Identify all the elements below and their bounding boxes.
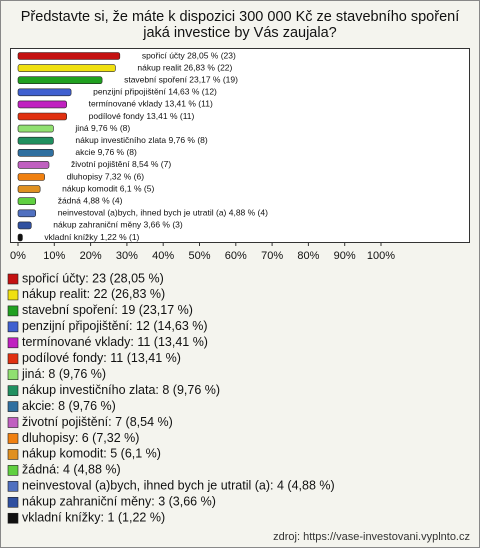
source: zdroj: https://vase-investovani.vyplnto.… xyxy=(273,531,470,543)
legend-label: podílové fondy: 11 (13,41 %) xyxy=(22,351,181,365)
bar xyxy=(17,112,67,121)
legend-swatch xyxy=(7,353,19,365)
bar xyxy=(17,124,54,133)
legend-label: akcie: 8 (9,76 %) xyxy=(22,399,116,413)
bar xyxy=(17,136,54,145)
data-label: dluhopisy 7,32 % (6) xyxy=(67,171,145,181)
legend-label: životní pojištění: 7 (8,54 %) xyxy=(22,415,173,429)
legend-swatch xyxy=(7,305,19,317)
bar xyxy=(17,209,37,218)
x-tick-label: 70% xyxy=(261,250,283,262)
legend-swatch xyxy=(7,273,19,285)
bar xyxy=(17,233,23,242)
chart-title: Představte si, že máte k dispozici 300 0… xyxy=(21,9,459,25)
legend-swatch xyxy=(7,481,19,492)
data-label: životní pojištění 8,54 % (7) xyxy=(71,159,171,169)
data-label: stavební spoření 23,17 % (19) xyxy=(124,74,238,84)
data-label: jiná 9,76 % (8) xyxy=(74,123,130,133)
data-label: penzijní připojištění 14,63 % (12) xyxy=(93,87,217,97)
bar xyxy=(17,197,37,205)
data-label: nákup realit 26,83 % (22) xyxy=(137,62,232,72)
x-tick-label: 40% xyxy=(152,250,174,262)
legend-label: nákup realit: 22 (26,83 %) xyxy=(22,287,165,301)
x-tick-label: 0% xyxy=(10,250,26,262)
data-label: vkladní knížky 1,22 % (1) xyxy=(44,232,139,242)
data-label: spořicí účty 28,05 % (23) xyxy=(142,50,236,60)
legend-swatch xyxy=(7,337,19,349)
x-tick-label: 10% xyxy=(43,250,65,262)
bar xyxy=(17,173,45,181)
x-tick-label: 30% xyxy=(116,250,138,262)
legend-swatch xyxy=(7,289,19,301)
bar xyxy=(17,185,41,193)
x-tick-label: 50% xyxy=(188,250,210,262)
legend-label: termínované vklady: 11 (13,41 %) xyxy=(22,335,208,349)
bar xyxy=(17,76,103,84)
legend-swatch xyxy=(7,417,19,428)
legend-label: jiná: 8 (9,76 %) xyxy=(21,367,106,381)
legend-swatch xyxy=(7,385,19,396)
data-label: neinvestoval (a)bych, ihned bych je utra… xyxy=(58,208,268,218)
legend-label: spořicí účty: 23 (28,05 %) xyxy=(22,271,164,285)
data-label: nákup komodit 6,1 % (5) xyxy=(62,183,154,193)
legend-label: žádná: 4 (4,88 %) xyxy=(22,463,121,477)
bar xyxy=(17,100,67,109)
legend-swatch xyxy=(7,433,19,444)
bar xyxy=(17,52,121,60)
x-tick-label: 60% xyxy=(225,250,247,262)
x-tick-label: 20% xyxy=(80,250,102,262)
bar xyxy=(17,88,72,97)
data-label: nákup investičního zlata 9,76 % (8) xyxy=(75,135,207,145)
legend-swatch xyxy=(7,512,19,524)
legend-swatch xyxy=(7,465,19,476)
legend-swatch xyxy=(7,401,19,412)
bar xyxy=(17,64,116,72)
bar xyxy=(17,161,50,169)
legend-label: nákup komodit: 5 (6,1 %) xyxy=(22,447,161,461)
legend-label: vkladní knížky: 1 (1,22 %) xyxy=(22,511,165,525)
bar xyxy=(17,221,32,230)
x-tick-label: 90% xyxy=(334,250,356,262)
legend-label: nákup investičního zlata: 8 (9,76 %) xyxy=(22,383,220,397)
legend-swatch xyxy=(7,321,19,333)
legend-swatch xyxy=(7,449,19,460)
legend-label: penzijní připojištění: 12 (14,63 %) xyxy=(22,319,208,333)
legend-label: dluhopisy: 6 (7,32 %) xyxy=(22,431,139,445)
bar xyxy=(17,149,54,157)
data-label: termínované vklady 13,41 % (11) xyxy=(89,99,213,109)
data-label: nákup zahraniční měny 3,66 % (3) xyxy=(53,220,183,230)
legend-label: neinvestoval (a)bych, ihned bych je utra… xyxy=(22,479,335,493)
legend-swatch xyxy=(7,496,19,508)
data-label: akcie 9,76 % (8) xyxy=(75,147,137,157)
chart-title: jaká investice by Vás zaujala? xyxy=(142,25,336,41)
legend-label: nákup zahraniční měny: 3 (3,66 %) xyxy=(22,495,216,509)
x-tick-label: 100% xyxy=(367,250,395,262)
legend-label: stavební spoření: 19 (23,17 %) xyxy=(22,303,193,317)
legend-swatch xyxy=(7,369,19,381)
data-label: podílové fondy 13,41 % (11) xyxy=(89,111,195,121)
x-tick-label: 80% xyxy=(297,250,319,262)
data-label: žádná 4,88 % (4) xyxy=(58,195,123,205)
